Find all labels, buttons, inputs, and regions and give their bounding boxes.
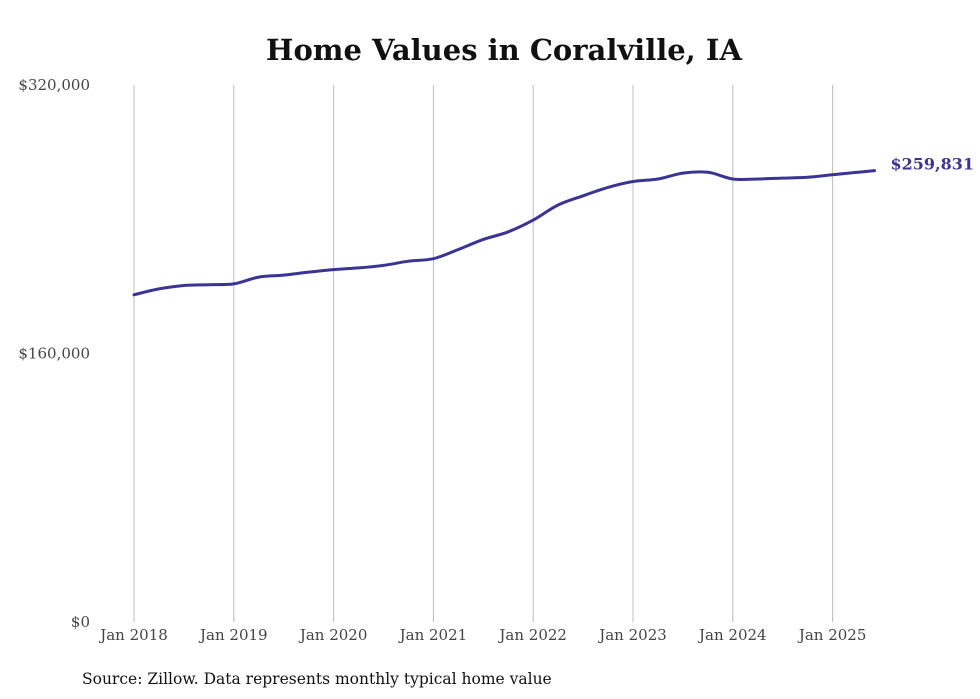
grid-lines xyxy=(133,85,834,622)
y-tick-label: $160,000 xyxy=(18,345,90,363)
y-tick-label: $320,000 xyxy=(18,76,90,94)
x-tick-label: Jan 2025 xyxy=(797,626,867,644)
x-axis: Jan 2018 Jan 2019 Jan 2020 Jan 2021 Jan 2022… xyxy=(98,626,866,644)
x-tick-label: Jan 2021 xyxy=(398,626,468,644)
x-tick-label: Jan 2022 xyxy=(497,626,567,644)
source-note: Source: Zillow. Data represents monthly … xyxy=(82,670,552,688)
x-tick-label: Jan 2024 xyxy=(697,626,767,644)
y-tick-label: $0 xyxy=(71,613,90,631)
x-tick-label: Jan 2023 xyxy=(597,626,667,644)
series-layer xyxy=(132,169,876,297)
x-tick-label: Jan 2020 xyxy=(298,626,368,644)
x-tick-label: Jan 2018 xyxy=(98,626,168,644)
chart-title: Home Values in Coralville, IA xyxy=(266,33,742,67)
end-value-label: $259,831 xyxy=(891,155,975,174)
series-line xyxy=(132,169,876,297)
y-axis: $0 $160,000 $320,000 xyxy=(18,76,90,631)
x-tick-label: Jan 2019 xyxy=(198,626,268,644)
